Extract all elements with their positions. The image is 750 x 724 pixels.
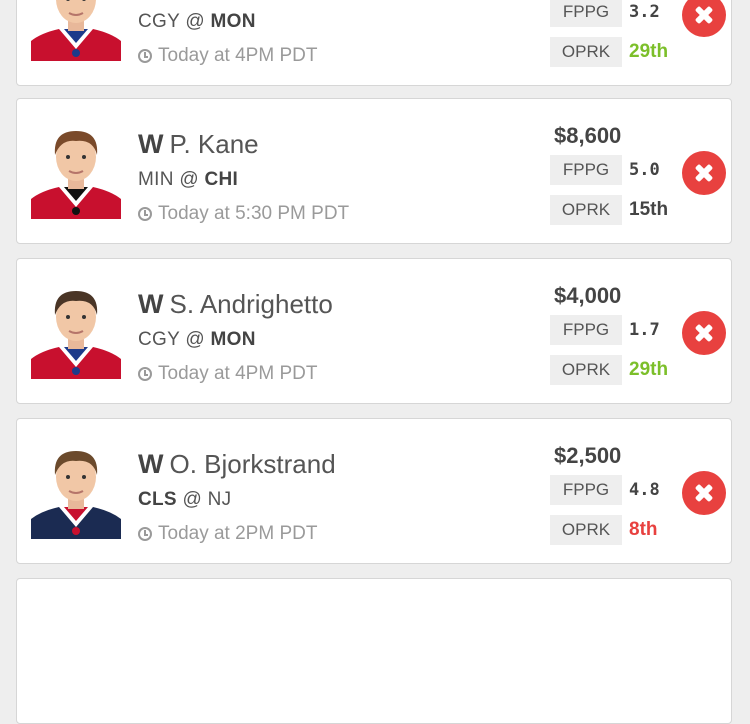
game-time-text: Today at 5:30 PM PDT <box>158 203 350 224</box>
opponent-abbr: NJ <box>207 489 232 510</box>
player-card-2[interactable]: W S. Andrighetto CGY @ MON Today at 4PM P… <box>16 258 732 404</box>
player-position: W <box>138 289 164 319</box>
team-abbr: CGY <box>138 11 180 32</box>
game-time-text: Today at 2PM PDT <box>158 523 318 544</box>
oprk-value: 8th <box>629 519 658 540</box>
player-name: P. Kane <box>169 129 259 159</box>
fppg-value: 3.2 <box>629 2 660 22</box>
player-headshot-icon <box>31 0 121 61</box>
game-time-text: Today at 4PM PDT <box>158 45 318 66</box>
fppg-label: FPPG <box>550 155 622 185</box>
opponent-abbr: MON <box>210 329 256 350</box>
clock-icon <box>138 49 152 63</box>
oprk-value: 29th <box>629 41 669 62</box>
player-card-0[interactable]: CGY @ MON Today at 4PM PDT FPPG 3.2 OPRK… <box>16 0 732 86</box>
oprk-label: OPRK <box>550 195 622 225</box>
oprk-label: OPRK <box>550 515 622 545</box>
matchup: MIN @ CHI <box>138 169 239 190</box>
game-time: Today at 4PM PDT <box>138 363 317 385</box>
game-time: Today at 2PM PDT <box>138 523 317 545</box>
player-avatar <box>31 281 121 379</box>
player-salary: $8,600 <box>554 123 622 148</box>
player-name: S. Andrighetto <box>169 289 333 319</box>
team-abbr: CLS <box>138 489 177 510</box>
player-avatar <box>31 441 121 539</box>
remove-player-button[interactable] <box>682 0 726 37</box>
player-headshot-icon <box>31 121 121 219</box>
clock-icon <box>138 207 152 221</box>
game-time-text: Today at 4PM PDT <box>158 363 318 384</box>
remove-player-button[interactable] <box>682 311 726 355</box>
fppg-label: FPPG <box>550 475 622 505</box>
player-card-1[interactable]: W P. Kane MIN @ CHI Today at 5:30 PM PDT … <box>16 98 732 244</box>
remove-player-button[interactable] <box>682 151 726 195</box>
player-name: O. Bjorkstrand <box>169 449 336 479</box>
fppg-value: 1.7 <box>629 320 660 340</box>
oprk-value: 15th <box>629 199 669 220</box>
clock-icon <box>138 527 152 541</box>
player-position: W <box>138 449 164 479</box>
player-salary: $4,000 <box>554 283 622 308</box>
remove-player-button[interactable] <box>682 471 726 515</box>
oprk-label: OPRK <box>550 37 622 67</box>
player-name-line: W P. Kane <box>138 129 259 160</box>
team-abbr: MIN <box>138 169 174 190</box>
oprk-label: OPRK <box>550 355 622 385</box>
player-name-line: W O. Bjorkstrand <box>138 449 336 480</box>
game-time: Today at 5:30 PM PDT <box>138 203 349 225</box>
game-time: Today at 4PM PDT <box>138 45 317 67</box>
fppg-value: 5.0 <box>629 160 660 180</box>
player-card-3[interactable]: W O. Bjorkstrand CLS @ NJ Today at 2PM PD… <box>16 418 732 564</box>
matchup: CGY @ MON <box>138 329 256 350</box>
player-position: W <box>138 129 164 159</box>
fppg-label: FPPG <box>550 0 622 27</box>
opponent-abbr: MON <box>210 11 256 32</box>
player-avatar <box>31 0 121 61</box>
player-name-line <box>138 0 144 2</box>
clock-icon <box>138 367 152 381</box>
player-avatar <box>31 121 121 219</box>
opponent-abbr: CHI <box>204 169 239 190</box>
fppg-value: 4.8 <box>629 480 660 500</box>
player-headshot-icon <box>31 441 121 539</box>
fppg-label: FPPG <box>550 315 622 345</box>
player-headshot-icon <box>31 281 121 379</box>
matchup: CGY @ MON <box>138 11 256 32</box>
oprk-value: 29th <box>629 359 669 380</box>
player-salary: $2,500 <box>554 443 622 468</box>
player-name-line: W S. Andrighetto <box>138 289 333 320</box>
matchup: CLS @ NJ <box>138 489 232 510</box>
team-abbr: CGY <box>138 329 180 350</box>
